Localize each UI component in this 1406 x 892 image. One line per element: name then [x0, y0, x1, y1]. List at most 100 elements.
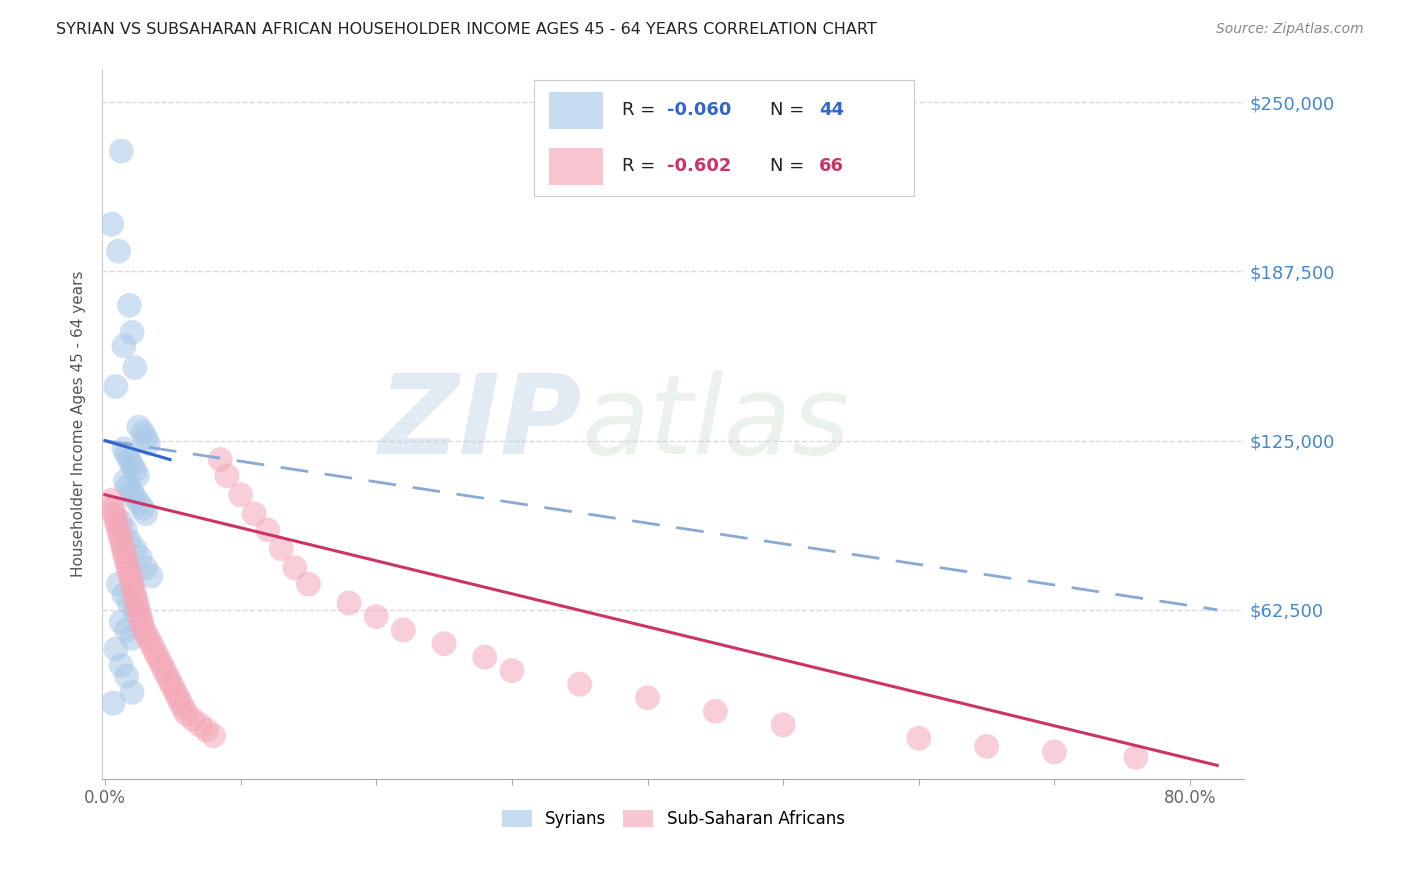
- Point: [112, 339, 135, 353]
- Point: [115, 669, 138, 683]
- Point: [112, 588, 135, 602]
- Point: [110, 144, 132, 158]
- Point: [131, 615, 153, 629]
- Point: [139, 569, 162, 583]
- Point: [124, 541, 146, 556]
- Point: [121, 685, 143, 699]
- Point: [124, 491, 146, 505]
- Text: 66: 66: [818, 157, 844, 175]
- Point: [153, 664, 176, 678]
- Point: [474, 650, 496, 665]
- Bar: [550, 147, 603, 185]
- Point: [114, 474, 136, 488]
- Bar: [550, 92, 603, 129]
- Point: [256, 523, 278, 537]
- Legend: Syrians, Sub-Saharan Africans: Syrians, Sub-Saharan Africans: [495, 803, 851, 835]
- Point: [129, 609, 152, 624]
- Point: [121, 577, 143, 591]
- Point: [104, 379, 127, 393]
- Point: [115, 623, 138, 637]
- Point: [1043, 745, 1066, 759]
- Point: [188, 718, 211, 732]
- Point: [104, 512, 127, 526]
- Point: [138, 631, 160, 645]
- Point: [135, 561, 157, 575]
- Text: N =: N =: [769, 102, 810, 120]
- Point: [104, 642, 127, 657]
- Point: [112, 442, 135, 456]
- Point: [162, 680, 184, 694]
- Point: [167, 690, 190, 705]
- Point: [270, 541, 292, 556]
- Point: [243, 507, 266, 521]
- Point: [976, 739, 998, 754]
- Text: Source: ZipAtlas.com: Source: ZipAtlas.com: [1216, 22, 1364, 37]
- Point: [118, 533, 141, 548]
- Point: [138, 436, 160, 450]
- Point: [122, 582, 145, 597]
- Point: [114, 549, 136, 564]
- Point: [129, 549, 152, 564]
- Point: [110, 533, 132, 548]
- Point: [132, 501, 155, 516]
- Text: SYRIAN VS SUBSAHARAN AFRICAN HOUSEHOLDER INCOME AGES 45 - 64 YEARS CORRELATION C: SYRIAN VS SUBSAHARAN AFRICAN HOUSEHOLDER…: [56, 22, 877, 37]
- Point: [181, 712, 204, 726]
- Point: [568, 677, 591, 691]
- Point: [132, 620, 155, 634]
- Point: [297, 577, 319, 591]
- Point: [366, 609, 388, 624]
- Point: [124, 360, 146, 375]
- Point: [108, 528, 131, 542]
- Point: [121, 458, 143, 472]
- Point: [135, 431, 157, 445]
- Point: [165, 685, 187, 699]
- Point: [115, 556, 138, 570]
- Point: [118, 596, 141, 610]
- Text: -0.602: -0.602: [666, 157, 731, 175]
- Point: [704, 704, 727, 718]
- Point: [111, 539, 134, 553]
- Point: [433, 637, 456, 651]
- Text: N =: N =: [769, 157, 810, 175]
- Point: [135, 625, 157, 640]
- Point: [202, 729, 225, 743]
- Point: [392, 623, 415, 637]
- Point: [117, 561, 139, 575]
- Point: [170, 696, 193, 710]
- Point: [100, 493, 122, 508]
- Point: [772, 718, 794, 732]
- Point: [139, 637, 162, 651]
- Point: [501, 664, 523, 678]
- Text: -0.060: -0.060: [666, 102, 731, 120]
- Point: [284, 561, 307, 575]
- Point: [128, 496, 150, 510]
- Point: [195, 723, 218, 738]
- Point: [124, 604, 146, 618]
- Point: [120, 572, 142, 586]
- Point: [173, 701, 195, 715]
- Text: 44: 44: [818, 102, 844, 120]
- Point: [117, 480, 139, 494]
- Point: [148, 653, 170, 667]
- Point: [127, 599, 149, 613]
- Point: [118, 298, 141, 312]
- Y-axis label: Householder Income Ages 45 - 64 years: Householder Income Ages 45 - 64 years: [72, 270, 86, 577]
- Text: R =: R =: [621, 102, 661, 120]
- Point: [145, 648, 167, 662]
- Point: [229, 488, 252, 502]
- Point: [337, 596, 360, 610]
- Point: [156, 669, 179, 683]
- Point: [121, 485, 143, 500]
- Point: [101, 501, 124, 516]
- Point: [142, 642, 165, 657]
- Point: [176, 706, 198, 721]
- Point: [114, 523, 136, 537]
- Point: [124, 463, 146, 477]
- Point: [215, 468, 238, 483]
- Point: [908, 731, 931, 746]
- Text: ZIP: ZIP: [378, 370, 582, 477]
- Point: [125, 593, 148, 607]
- Point: [124, 588, 146, 602]
- Point: [1125, 750, 1147, 764]
- Point: [135, 507, 157, 521]
